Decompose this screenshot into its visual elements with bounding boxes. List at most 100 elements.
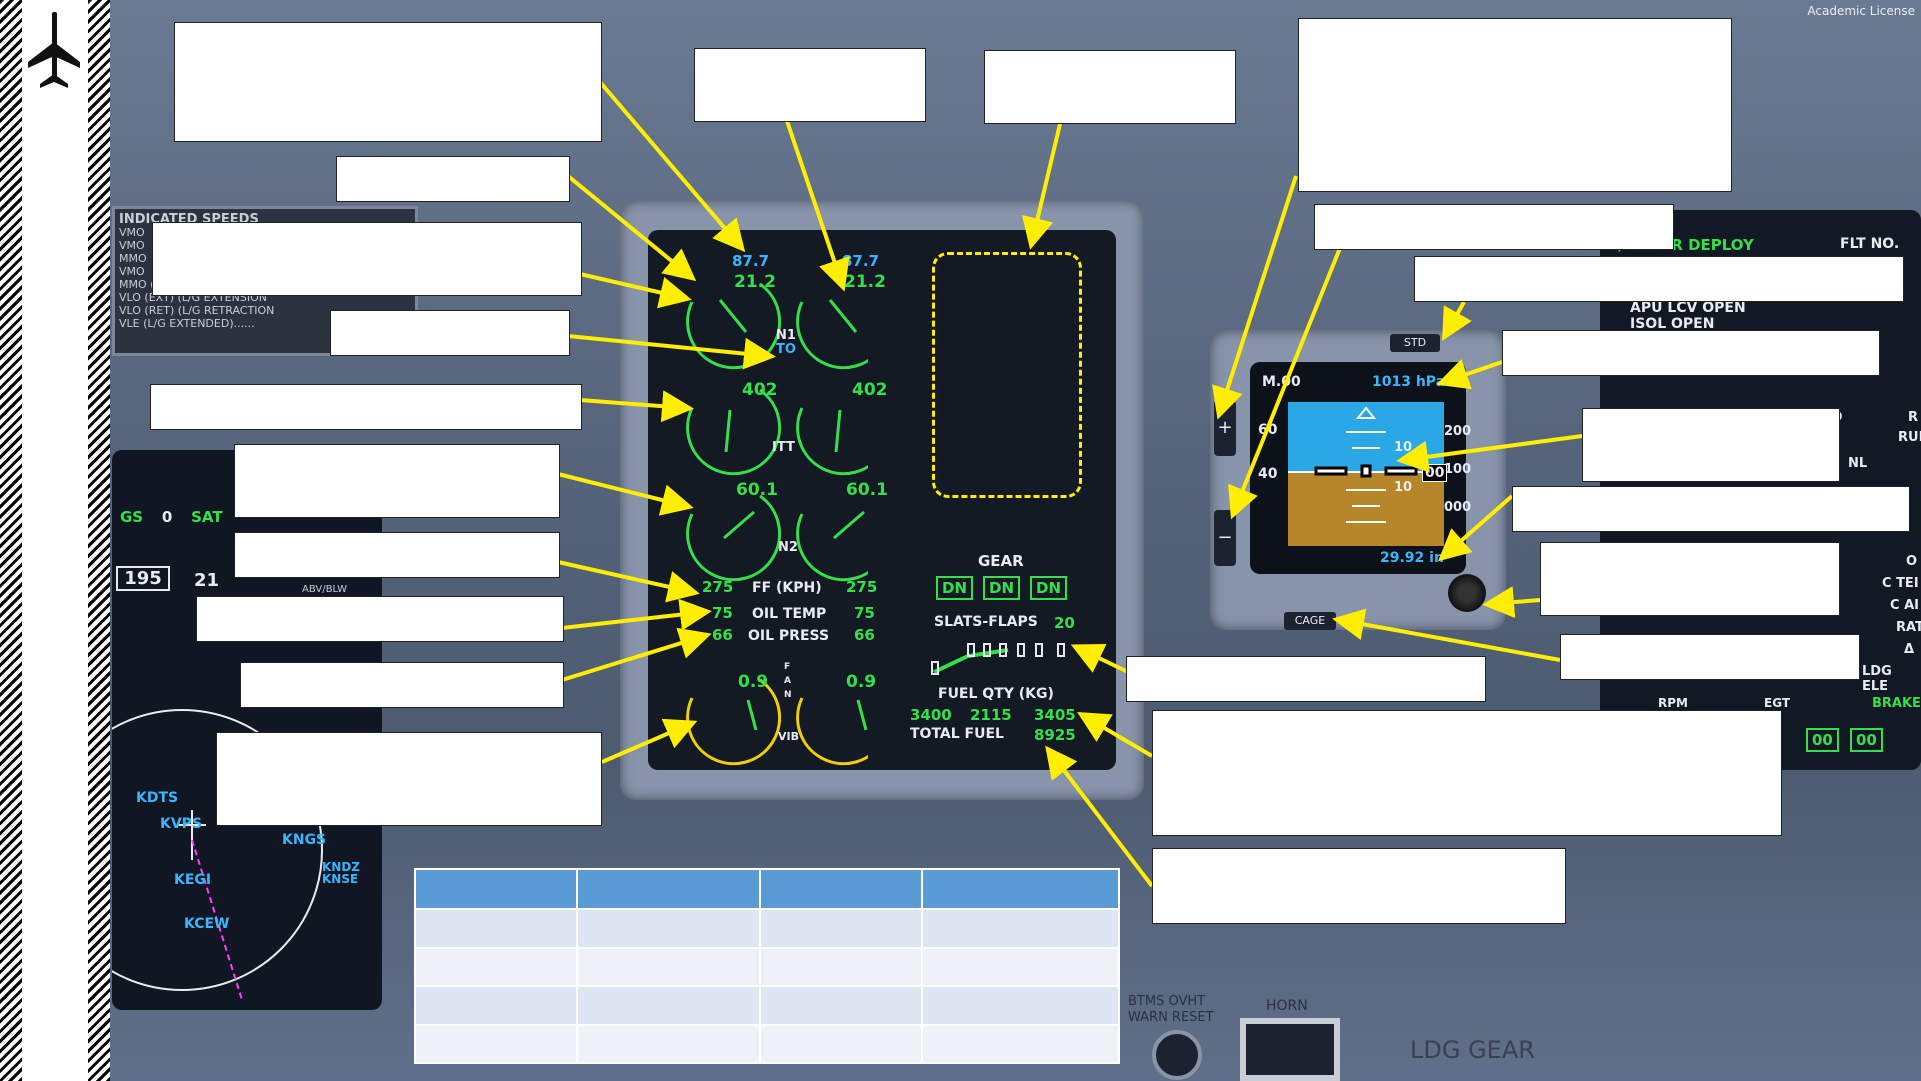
alt-tick-100: 100	[1444, 462, 1472, 477]
callout-box-baro-hpa	[1502, 330, 1880, 376]
waypoint-kcew: KCEW	[184, 916, 230, 932]
n2-label: N2	[778, 540, 798, 555]
placard-row: VMO	[119, 239, 145, 252]
baro-knob[interactable]	[1448, 574, 1486, 612]
flt-no-label: FLT NO.	[1840, 236, 1900, 252]
callout-box-n1-gauge	[152, 222, 582, 296]
std-button[interactable]: STD	[1390, 334, 1440, 352]
brake-label: BRAKE	[1872, 696, 1921, 711]
callout-box-n2	[234, 444, 560, 518]
callout-box-n1-right	[694, 48, 926, 122]
gear-label: GEAR	[978, 552, 1024, 570]
counter-right: 00	[1850, 728, 1883, 752]
placard-row: VLE (L/G EXTENDED)......	[119, 317, 255, 330]
attitude-ground	[1288, 472, 1444, 546]
pitch-down-label: 10	[1394, 480, 1413, 495]
ff-left-value: 275	[702, 578, 734, 596]
table-header-cell	[758, 868, 923, 910]
waypoint-knse: KNSE	[322, 872, 359, 886]
callout-box-total-fuel	[1152, 848, 1566, 924]
n1-left-target: 87.7	[732, 252, 770, 270]
egt-label: EGT	[1764, 696, 1791, 710]
waypoint-kvps: KVPS	[160, 816, 203, 832]
callout-box-n1-target	[336, 156, 570, 202]
oil-temp-left-value: 75	[712, 604, 733, 622]
callout-box-slats-flaps	[1126, 656, 1486, 702]
callout-box-fuel-qty	[1152, 710, 1782, 836]
oil-temp-label: OIL TEMP	[752, 606, 827, 622]
sidebar	[22, 0, 88, 1081]
cage-button[interactable]: CAGE	[1284, 612, 1336, 630]
waypoint-kdts: KDTS	[136, 790, 179, 806]
baro-hpa-readout: 1013 hPa	[1372, 374, 1446, 390]
n1-label: N1	[776, 328, 796, 343]
apu-lcv-message: APU LCV OPEN	[1630, 300, 1746, 316]
speed-tick-40: 40	[1258, 466, 1278, 482]
callout-box-n1-left	[174, 22, 602, 142]
callout-box-oil-temp	[196, 596, 564, 642]
callout-box-std	[1414, 256, 1904, 302]
nl-label: NL	[1848, 456, 1868, 471]
gear-right-status: DN	[1030, 576, 1068, 600]
vib-label: VIB	[778, 730, 799, 743]
table-row	[414, 1023, 1121, 1064]
n1-left-value: 21.2	[734, 272, 776, 292]
info-table	[414, 868, 1121, 1064]
gear-left-status: DN	[936, 576, 974, 600]
table-header-row	[414, 868, 1121, 910]
n1-right-target: 87.7	[842, 252, 880, 270]
c-tei-label: C TEI	[1882, 576, 1919, 591]
btms-reset-button[interactable]	[1152, 1030, 1202, 1080]
vib-right-value: 0.9	[846, 672, 877, 692]
baro-in-readout: 29.92 in	[1380, 550, 1444, 566]
placard-row: MMO	[119, 252, 147, 265]
fuel-right-value: 3405	[1034, 706, 1076, 724]
waypoint-kndz: KNDZ	[322, 860, 361, 874]
counter-left: 00	[1806, 728, 1839, 752]
fan-label: F A N	[784, 662, 792, 700]
oil-temp-right-value: 75	[854, 604, 875, 622]
callout-box-mach	[1314, 204, 1674, 250]
fuel-center-value: 2115	[970, 706, 1012, 724]
callout-box-baro-knob	[1540, 542, 1840, 616]
license-watermark: Academic License	[1807, 4, 1915, 18]
placard-row: VLO (RET) (L/G RETRACTION	[119, 304, 275, 317]
callout-box-oil-press	[240, 662, 564, 708]
n1-right-value: 21.2	[844, 272, 886, 292]
itt-label: ITT	[772, 440, 795, 455]
standby-display: M.00 1013 hPa 10 10 60 40 200 100 000 00…	[1250, 362, 1471, 574]
table-header-cell	[575, 868, 761, 910]
gear-indicators: DN DN DN	[936, 576, 1077, 600]
itt-right-value: 402	[852, 380, 888, 400]
total-fuel-value: 8925	[1034, 726, 1076, 744]
ldg-gear-label: LDG GEAR	[1410, 1036, 1535, 1064]
n2-left-value: 60.1	[736, 480, 778, 500]
callout-box-thrust-mode	[330, 310, 570, 356]
r-label: R	[1908, 410, 1919, 425]
table-header-cell	[414, 868, 578, 910]
delta-label: Δ	[1904, 642, 1915, 657]
horn-button[interactable]	[1240, 1018, 1340, 1081]
o-label: O	[1906, 554, 1918, 569]
abv-blw-label: ABV/BLW	[302, 584, 348, 595]
waypoint-kngs: KNGS	[282, 832, 327, 848]
n1-mode: TO	[776, 342, 796, 357]
table-row	[414, 946, 1121, 987]
c-ai-label: C AI	[1890, 598, 1919, 613]
slats-flaps-value: 20	[1054, 614, 1075, 632]
gs-label: GS	[120, 508, 144, 526]
callout-box-baro-in	[1512, 486, 1910, 532]
callout-box-attitude	[1582, 408, 1840, 482]
oil-press-left-value: 66	[712, 626, 733, 644]
hatched-border-right	[88, 0, 110, 1081]
placard-row: VMO	[119, 265, 145, 278]
gear-nose-status: DN	[983, 576, 1021, 600]
airspeed-readout: 195	[116, 566, 170, 591]
baro-minus-button[interactable]: −	[1214, 510, 1236, 566]
gs-value: 0	[161, 508, 173, 526]
ldg-elev-label: LDG ELE	[1862, 664, 1892, 694]
fuel-qty-label: FUEL QTY (KG)	[938, 686, 1054, 702]
waypoint-kegi: KEGI	[174, 872, 212, 888]
n2-right-value: 60.1	[846, 480, 888, 500]
